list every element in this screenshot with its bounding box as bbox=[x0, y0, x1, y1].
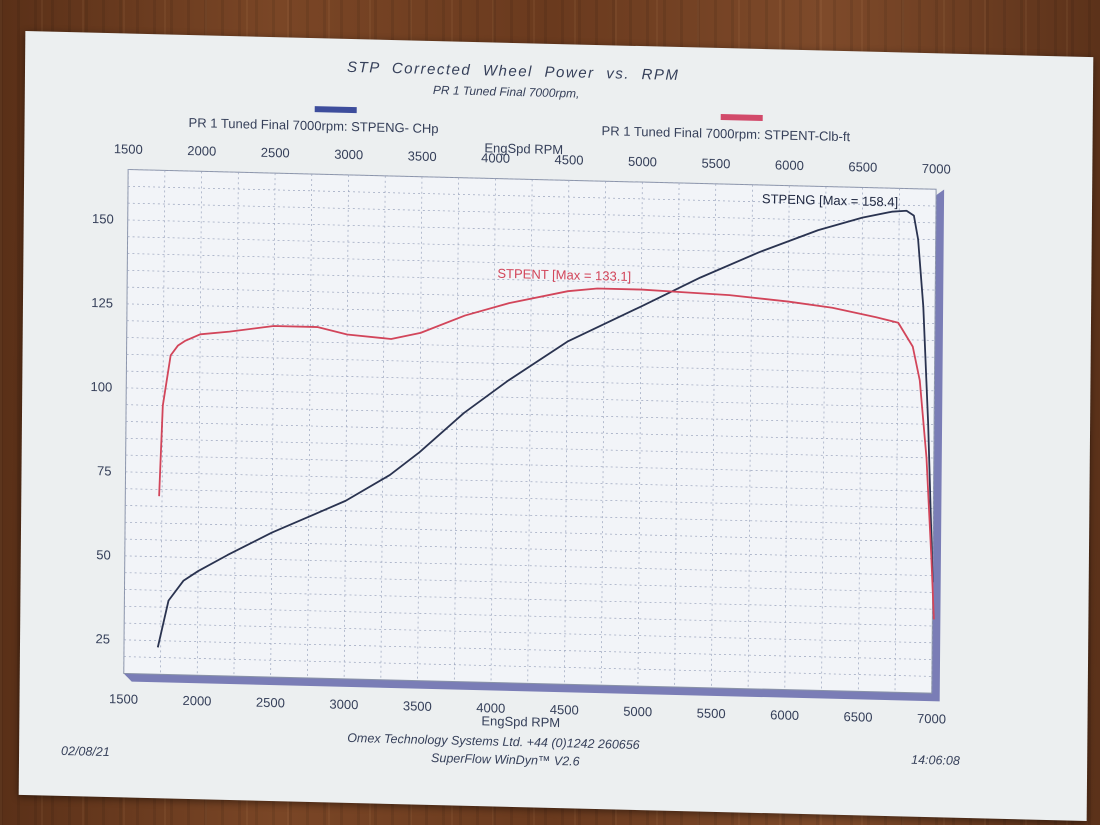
y-tick-label: 100 bbox=[90, 379, 112, 395]
x-tick-label-top: 4000 bbox=[481, 150, 510, 166]
grid-line-vertical bbox=[857, 187, 864, 692]
y-tick-label: 50 bbox=[96, 547, 111, 562]
x-tick-label-bottom: 6000 bbox=[770, 707, 799, 723]
series-line-torque bbox=[158, 287, 935, 620]
x-tick-label-bottom: 4000 bbox=[476, 700, 505, 716]
annotation-power-max: STPENG [Max = 158.4] bbox=[762, 191, 898, 209]
x-tick-label-bottom: 2000 bbox=[182, 693, 211, 709]
y-tick-label: 75 bbox=[97, 463, 112, 478]
grid-line-vertical bbox=[417, 176, 423, 681]
x-tick-label-top: 5500 bbox=[701, 156, 730, 172]
x-tick-label-top: 5000 bbox=[628, 154, 657, 170]
x-tick-label-top: 2000 bbox=[187, 143, 216, 159]
x-tick-label-top: 4500 bbox=[555, 152, 584, 168]
series-line-power bbox=[156, 209, 934, 648]
x-tick-label-bottom: 2500 bbox=[256, 695, 285, 711]
y-tick-label: 150 bbox=[92, 211, 114, 227]
print-date: 02/08/21 bbox=[61, 743, 110, 760]
x-tick-label-bottom: 3000 bbox=[329, 696, 358, 712]
x-tick-label-bottom: 3500 bbox=[403, 698, 432, 714]
x-tick-label-top: 2500 bbox=[261, 145, 290, 161]
x-tick-label-top: 7000 bbox=[922, 161, 951, 177]
x-tick-label-bottom: 6500 bbox=[844, 709, 873, 725]
x-tick-label-bottom: 5500 bbox=[697, 705, 726, 721]
x-tick-label-bottom: 7000 bbox=[917, 711, 946, 727]
x-tick-label-bottom: 5000 bbox=[623, 704, 652, 720]
grid-line-vertical bbox=[600, 181, 606, 686]
grid-line-vertical bbox=[747, 184, 753, 689]
grid-line-vertical bbox=[307, 174, 313, 678]
x-tick-label-top: 6500 bbox=[848, 159, 877, 175]
grid-line-vertical bbox=[637, 182, 643, 687]
annotation-torque-max: STPENT [Max = 133.1] bbox=[497, 266, 631, 284]
grid-line-vertical bbox=[821, 186, 827, 691]
grid-line-vertical bbox=[490, 178, 496, 683]
y-tick-label: 25 bbox=[96, 631, 111, 646]
grid-line-vertical bbox=[380, 175, 386, 680]
y-tick-label: 125 bbox=[91, 295, 113, 311]
x-tick-label-top: 3000 bbox=[334, 147, 363, 163]
grid-line-vertical bbox=[711, 183, 717, 688]
grid-line-vertical bbox=[196, 171, 202, 676]
grid-line-vertical bbox=[527, 179, 533, 684]
x-tick-label-top: 6000 bbox=[775, 157, 804, 173]
x-tick-label-bottom: 4500 bbox=[550, 702, 579, 718]
dyno-printout: STP Corrected Wheel Power vs. RPM PR 1 T… bbox=[18, 31, 1094, 821]
grid-line-vertical bbox=[931, 189, 937, 694]
print-time: 14:06:08 bbox=[911, 752, 960, 768]
x-tick-label-top: 3500 bbox=[408, 148, 437, 164]
x-tick-label-bottom: 1500 bbox=[109, 691, 138, 707]
x-tick-label-top: 1500 bbox=[114, 141, 143, 157]
x-axis-label: EngSpd RPM bbox=[481, 713, 561, 731]
dyno-chart: 1500 1500 2000 2000 2500 2500 3000 3000 3500 3500… bbox=[90, 141, 951, 727]
